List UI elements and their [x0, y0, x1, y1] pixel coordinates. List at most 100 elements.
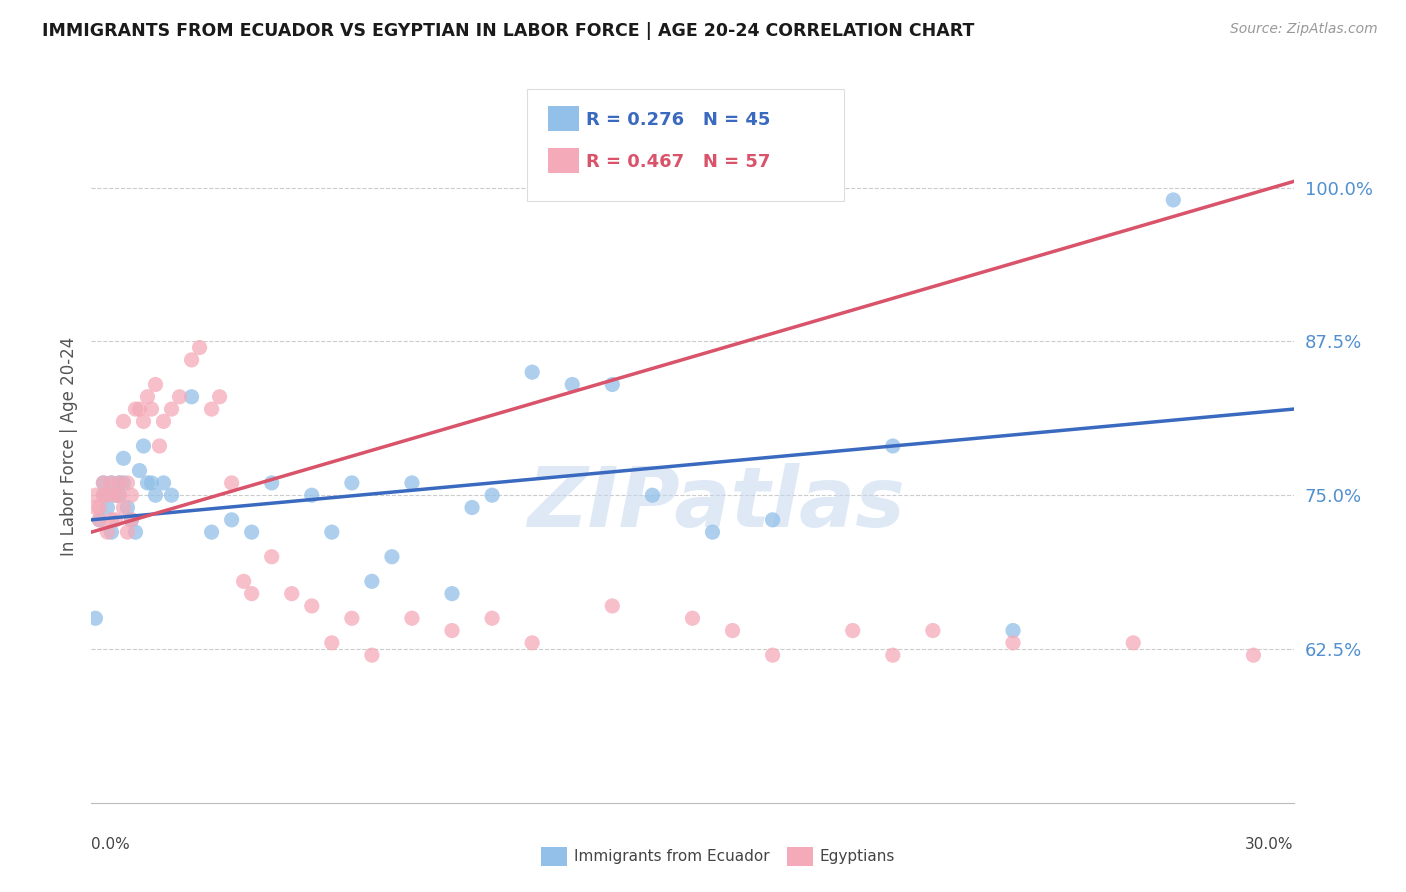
Point [240, 587, 263, 601]
Point [100, 475, 122, 490]
Point [922, 624, 945, 638]
Point [141, 475, 163, 490]
Point [169, 390, 191, 404]
Point [104, 513, 127, 527]
Point [128, 402, 150, 417]
Point [112, 475, 135, 490]
Point [461, 500, 484, 515]
Point [89, 513, 111, 527]
Point [240, 525, 263, 540]
Point [1001, 624, 1024, 638]
Point [360, 648, 382, 662]
Point [1163, 193, 1185, 207]
Point [100, 513, 122, 527]
Point [124, 525, 146, 540]
Point [104, 488, 127, 502]
Point [160, 402, 183, 417]
Point [84, 500, 107, 515]
Point [522, 365, 544, 379]
Point [1243, 648, 1265, 662]
Point [96, 488, 118, 502]
Point [112, 451, 135, 466]
Point [481, 611, 503, 625]
Point [84, 611, 107, 625]
Point [401, 475, 423, 490]
Text: R = 0.276   N = 45: R = 0.276 N = 45 [586, 112, 770, 129]
Point [681, 611, 703, 625]
Point [1122, 636, 1144, 650]
Point [93, 475, 115, 490]
Point [702, 525, 724, 540]
Point [1001, 636, 1024, 650]
Point [481, 488, 503, 502]
Point [221, 513, 243, 527]
Point [232, 574, 254, 589]
Point [180, 390, 202, 404]
Point [841, 624, 863, 638]
Point [260, 475, 283, 490]
Text: ZIPatlas: ZIPatlas [527, 463, 905, 543]
Text: Source: ZipAtlas.com: Source: ZipAtlas.com [1230, 22, 1378, 37]
Point [882, 439, 904, 453]
Point [84, 488, 107, 502]
Point [160, 488, 183, 502]
Text: 0.0%: 0.0% [91, 838, 131, 852]
Text: Egyptians: Egyptians [820, 849, 896, 863]
Point [260, 549, 283, 564]
Point [132, 414, 155, 428]
Point [128, 464, 150, 478]
Point [440, 624, 463, 638]
Point [641, 488, 664, 502]
Point [148, 439, 170, 453]
Point [721, 624, 744, 638]
Point [522, 636, 544, 650]
Point [108, 475, 131, 490]
Point [124, 402, 146, 417]
Point [360, 574, 382, 589]
Point [152, 475, 174, 490]
Point [301, 599, 323, 613]
Point [121, 513, 143, 527]
Point [602, 377, 624, 392]
Point [136, 475, 159, 490]
Point [89, 500, 111, 515]
Point [121, 488, 143, 502]
Point [117, 525, 139, 540]
Point [340, 611, 363, 625]
Point [321, 636, 343, 650]
Point [108, 488, 131, 502]
Point [141, 402, 163, 417]
Point [340, 475, 363, 490]
Point [208, 390, 231, 404]
Point [112, 414, 135, 428]
Point [112, 500, 135, 515]
Point [93, 475, 115, 490]
Point [104, 488, 127, 502]
Point [117, 475, 139, 490]
Point [136, 390, 159, 404]
Point [145, 488, 167, 502]
Point [401, 611, 423, 625]
Point [145, 377, 167, 392]
Point [281, 587, 304, 601]
Point [96, 500, 118, 515]
Point [96, 525, 118, 540]
Point [882, 648, 904, 662]
Text: Immigrants from Ecuador: Immigrants from Ecuador [574, 849, 769, 863]
Point [221, 475, 243, 490]
Point [321, 525, 343, 540]
Point [201, 402, 224, 417]
Point [117, 500, 139, 515]
Point [201, 525, 224, 540]
Point [301, 488, 323, 502]
Point [762, 513, 785, 527]
Point [188, 341, 211, 355]
Point [152, 414, 174, 428]
Point [381, 549, 404, 564]
Y-axis label: In Labor Force | Age 20-24: In Labor Force | Age 20-24 [59, 336, 77, 556]
Point [89, 513, 111, 527]
Point [180, 352, 202, 367]
Point [762, 648, 785, 662]
Point [440, 587, 463, 601]
Point [108, 488, 131, 502]
